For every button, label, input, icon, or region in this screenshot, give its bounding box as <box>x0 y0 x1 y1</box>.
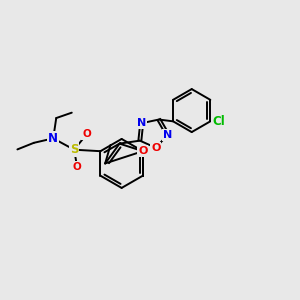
Text: O: O <box>151 143 160 153</box>
Text: N: N <box>163 130 172 140</box>
Text: O: O <box>82 129 91 139</box>
Text: N: N <box>48 132 58 145</box>
Text: O: O <box>73 162 82 172</box>
Text: O: O <box>138 146 148 156</box>
Text: S: S <box>70 143 78 156</box>
Text: N: N <box>137 118 146 128</box>
Text: Cl: Cl <box>212 115 225 128</box>
